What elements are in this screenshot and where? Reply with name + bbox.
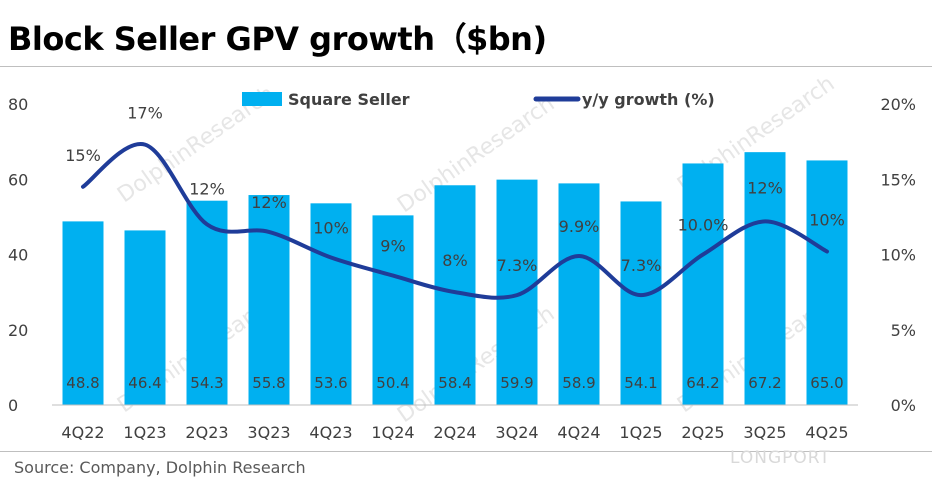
bar-4Q25 [806,160,848,405]
growth-value-label: 15% [65,146,101,165]
bar-2Q23 [186,200,228,405]
x-tick-label: 2Q23 [185,423,228,442]
bar-1Q24 [372,215,414,405]
source-note: Source: Company, Dolphin Research [14,458,306,477]
bar-1Q23 [124,230,166,405]
y-left-tick-label: 40 [8,246,28,265]
growth-value-label: 7.3% [621,256,662,275]
y-right-tick-label: 10% [880,246,916,265]
bar-3Q24 [496,179,538,405]
y-left-tick-label: 80 [8,95,28,114]
y-right-tick-label: 20% [880,95,916,114]
bar-value-label: 58.4 [438,374,471,392]
axes: 0 20 40 60 80 0% 5% 10% 15% 20% 4Q22 1Q23 2Q23 3Q23 4Q… [8,95,916,442]
chart-title: Block Seller GPV growth（$bn) [8,20,547,58]
bar-value-label: 64.2 [686,374,719,392]
growth-value-label: 12% [189,179,225,198]
x-tick-label: 1Q24 [371,423,414,442]
line-labels: 15% 17% 12% 12% 10% 9% 8% 7.3% 9.9% 7.3% 10.0% 12% 1… [65,104,845,276]
legend-bar-swatch [242,92,282,106]
chart-frame [0,66,932,452]
growth-value-label: 10.0% [678,216,729,235]
bar-value-label: 50.4 [376,374,409,392]
bar-value-label: 54.1 [624,374,657,392]
x-tick-label: 4Q23 [309,423,352,442]
bar-value-label: 55.8 [252,374,285,392]
growth-value-label: 10% [809,210,845,229]
x-tick-label: 4Q22 [61,423,104,442]
x-tick-label: 4Q24 [557,423,600,442]
y-left-tick-label: 20 [8,321,28,340]
line-series [81,142,829,300]
bar-labels: 48.8 46.4 54.3 55.8 53.6 50.4 58.4 59.9 58.9 54.1… [66,374,843,392]
x-tick-label: 1Q23 [123,423,166,442]
growth-value-label: 9% [380,237,405,256]
growth-value-label: 17% [127,104,163,123]
legend: Square Seller y/y growth (%) [242,90,715,109]
bar-value-label: 48.8 [66,374,99,392]
bar-1Q25 [620,201,662,405]
y-left-tick-label: 0 [8,396,18,415]
growth-value-label: 12% [747,178,783,197]
y-left-tick-label: 60 [8,170,28,189]
growth-value-label: 9.9% [559,217,600,236]
bar-2Q25 [682,163,724,405]
growth-value-label: 7.3% [497,256,538,275]
legend-bar-label: Square Seller [288,90,410,109]
y-right-tick-label: 5% [891,321,916,340]
bar-4Q23 [310,203,352,405]
x-tick-label: 2Q25 [681,423,724,442]
bar-4Q24 [558,183,600,405]
x-tick-label: 3Q23 [247,423,290,442]
bar-value-label: 65.0 [810,374,843,392]
growth-value-label: 10% [313,219,349,238]
x-tick-label: 4Q25 [805,423,848,442]
x-tick-label: 3Q25 [743,423,786,442]
bar-4Q22 [62,221,104,405]
bar-value-label: 54.3 [190,374,223,392]
bar-value-label: 67.2 [748,374,781,392]
y-right-tick-label: 15% [880,170,916,189]
y-right-tick-label: 0% [891,396,916,415]
bar-value-label: 58.9 [562,374,595,392]
bar-value-label: 46.4 [128,374,161,392]
legend-line-label: y/y growth (%) [582,90,715,109]
growth-value-label: 12% [251,193,287,212]
bar-value-label: 53.6 [314,374,347,392]
x-tick-label: 2Q24 [433,423,476,442]
bar-value-label: 59.9 [500,374,533,392]
x-tick-label: 1Q25 [619,423,662,442]
growth-value-label: 8% [442,251,467,270]
x-tick-label: 3Q24 [495,423,538,442]
bar-3Q25 [744,152,786,405]
watermark-logo: LONGPORT [730,448,831,468]
